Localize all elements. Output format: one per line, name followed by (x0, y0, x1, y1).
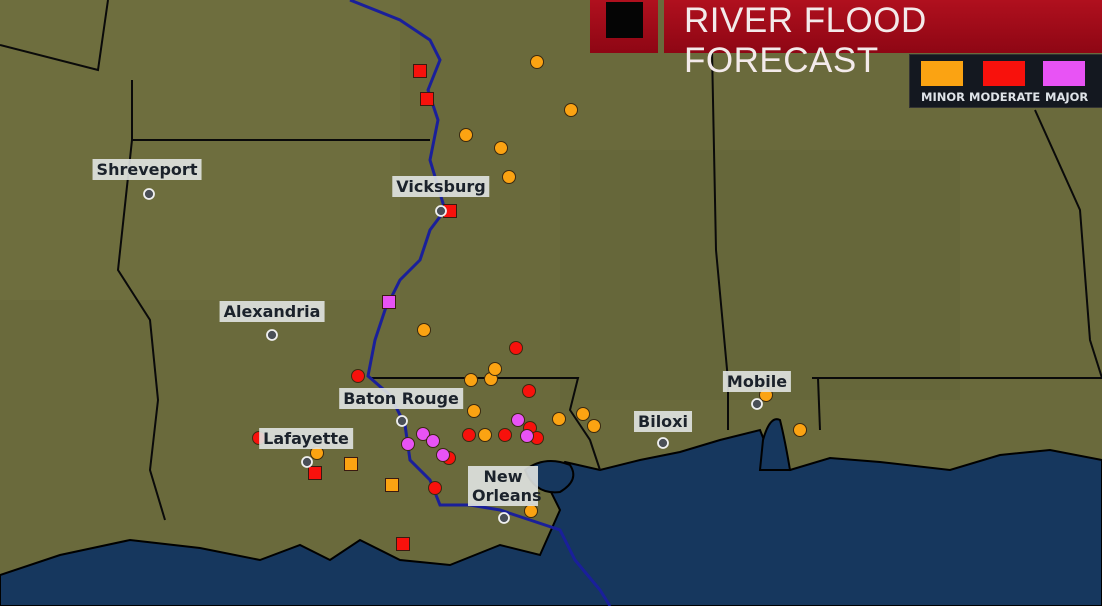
gauge-circle-minor (459, 128, 473, 142)
gauge-circle-major (520, 429, 534, 443)
gauge-square-minor (385, 478, 399, 492)
legend-swatch-moderate (983, 61, 1025, 86)
legend-label-minor: MINOR (921, 90, 965, 104)
city-dot (657, 437, 669, 449)
legend-swatch-major (1043, 61, 1085, 86)
gauge-square-minor (344, 457, 358, 471)
gauge-circle-minor (524, 504, 538, 518)
legend-swatch-minor (921, 61, 963, 86)
gauge-circle-minor (530, 55, 544, 69)
mobile-bay (758, 418, 792, 471)
gauge-circle-minor (464, 373, 478, 387)
city-dots (143, 188, 763, 524)
gauge-circle-moderate (351, 369, 365, 383)
gauge-circle-minor (793, 423, 807, 437)
gauge-circle-moderate (509, 341, 523, 355)
gauge-square-moderate (396, 537, 410, 551)
gauge-circle-major (416, 427, 430, 441)
land-texture (0, 0, 960, 400)
gauge-circle-moderate (498, 428, 512, 442)
city-dot (435, 205, 447, 217)
city-label-mobile: Mobile (722, 371, 792, 392)
gauge-circle-minor (576, 407, 590, 421)
gauge-circle-minor (502, 170, 516, 184)
gauge-square-moderate (308, 466, 322, 480)
gauge-circle-minor (552, 412, 566, 426)
legend: MINOR MODERATE MAJOR (909, 54, 1102, 108)
gauge-circle-moderate (428, 481, 442, 495)
city-label-new-orleans: New Orleans (468, 466, 542, 506)
gauge-circle-minor (488, 362, 502, 376)
logo-square (606, 2, 643, 38)
header-title-bar: RIVER FLOOD FORECAST (664, 0, 1102, 80)
legend-label-moderate: MODERATE (969, 90, 1041, 104)
gauge-circle-minor (417, 323, 431, 337)
city-dot (301, 456, 313, 468)
city-label-lafayette: Lafayette (259, 428, 353, 449)
city-label-biloxi: Biloxi (634, 411, 692, 432)
gauge-circle-minor (587, 419, 601, 433)
gauge-markers (252, 55, 807, 551)
city-dot (143, 188, 155, 200)
gauge-circle-major (426, 434, 440, 448)
city-dot (751, 398, 763, 410)
city-dot (498, 512, 510, 524)
gauge-circle-moderate (522, 384, 536, 398)
city-dot (266, 329, 278, 341)
gauge-circle-minor (467, 404, 481, 418)
city-label-alexandria: Alexandria (219, 301, 325, 322)
gauge-circle-major (436, 448, 450, 462)
city-label-baton-rouge: Baton Rouge (339, 388, 463, 409)
gauge-square-moderate (420, 92, 434, 106)
legend-label-major: MAJOR (1045, 90, 1089, 104)
header-logo-box (590, 0, 658, 53)
city-label-shreveport: Shreveport (92, 159, 202, 180)
state-borders (0, 0, 1102, 521)
gauge-circle-moderate (462, 428, 476, 442)
gauge-circle-minor (564, 103, 578, 117)
map-title: RIVER FLOOD FORECAST (684, 1, 927, 80)
gauge-circle-major (511, 413, 525, 427)
gauge-circle-major (401, 437, 415, 451)
gauge-circle-minor (478, 428, 492, 442)
gauge-square-moderate (413, 64, 427, 78)
gauge-square-major (382, 295, 396, 309)
city-label-vicksburg: Vicksburg (392, 176, 490, 197)
gauge-circle-minor (494, 141, 508, 155)
city-dot (396, 415, 408, 427)
